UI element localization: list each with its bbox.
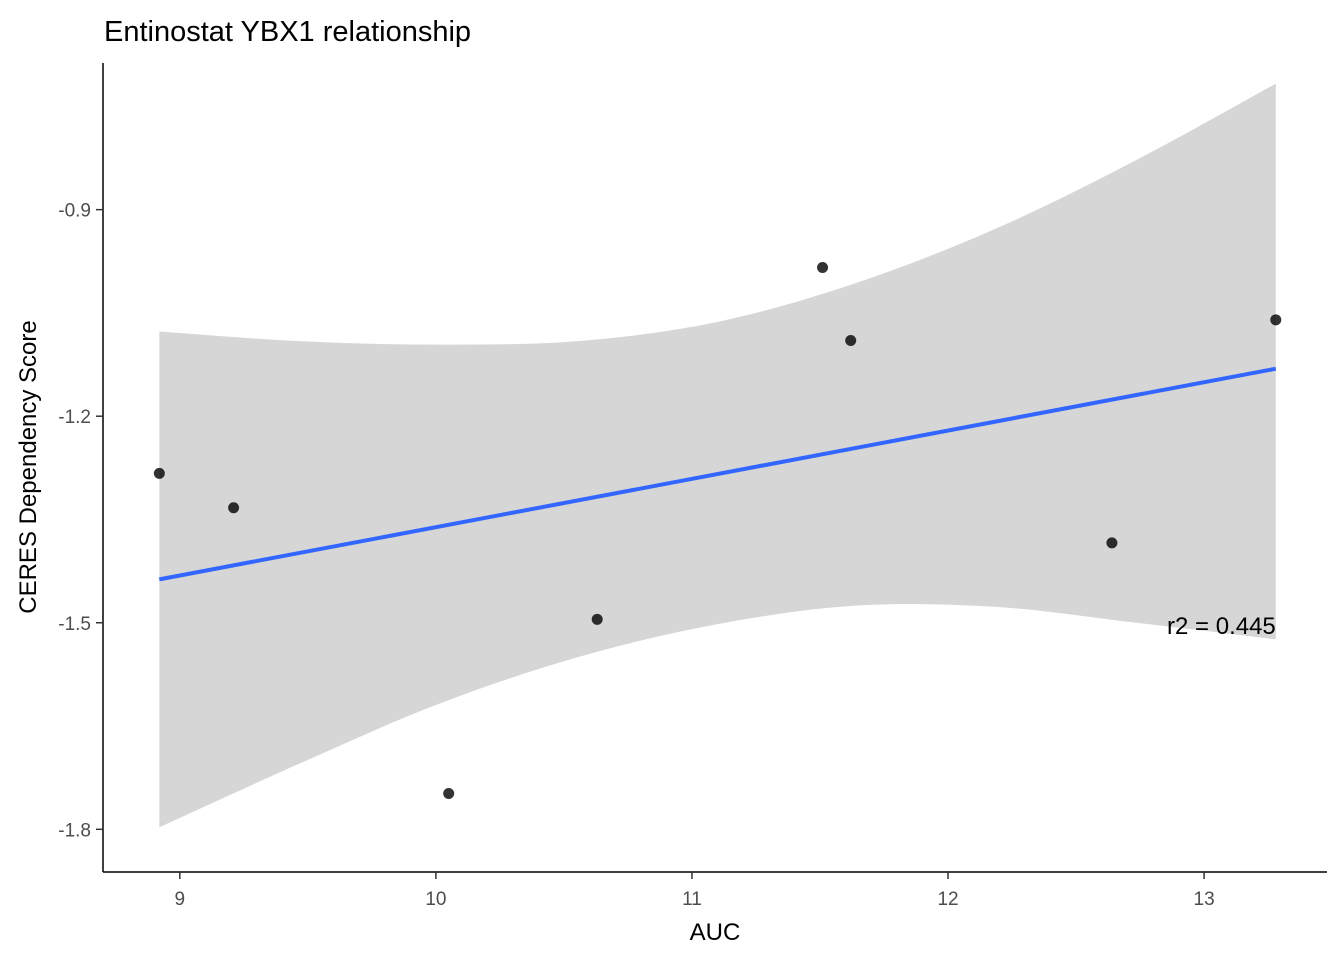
regression-line <box>158 366 1277 582</box>
confidence-band <box>159 83 1276 828</box>
data-point <box>591 613 603 625</box>
r2-annotation: r2 = 0.445 <box>1167 613 1276 640</box>
x-tick-label: 12 <box>937 889 958 910</box>
y-ticks: -0.9 -1.2 -1.5 -1.8 <box>58 201 103 841</box>
data-point <box>845 334 857 346</box>
data-point <box>1106 537 1118 549</box>
data-point <box>817 261 829 273</box>
y-tick-label: -1.8 <box>58 820 91 841</box>
x-tick-label: 9 <box>175 889 186 910</box>
data-point <box>228 502 240 514</box>
y-tick-label: -0.9 <box>58 201 91 222</box>
x-axis-label: AUC <box>690 919 741 946</box>
x-ticks: 9 10 11 12 13 <box>175 872 1215 910</box>
data-point <box>443 788 455 800</box>
x-tick-label: 11 <box>682 889 702 910</box>
y-tick-label: -1.2 <box>58 407 91 428</box>
x-tick-label: 10 <box>425 889 446 910</box>
confidence-band-layer <box>159 83 1276 828</box>
y-tick-label: -1.5 <box>58 614 91 635</box>
fit-line-layer <box>158 366 1277 582</box>
data-point <box>1270 314 1282 326</box>
data-point <box>153 467 165 479</box>
x-tick-label: 13 <box>1194 889 1215 910</box>
chart-title: Entinostat YBX1 relationship <box>104 16 471 48</box>
y-axis-label: CERES Dependency Score <box>15 320 42 613</box>
points-layer <box>153 261 1282 800</box>
